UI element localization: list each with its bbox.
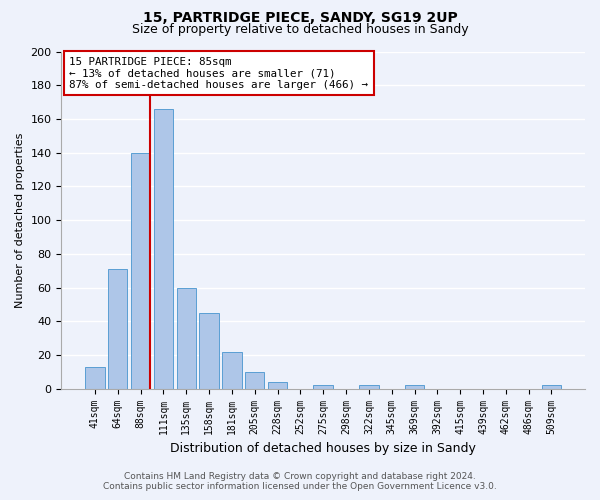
Text: 15 PARTRIDGE PIECE: 85sqm
← 13% of detached houses are smaller (71)
87% of semi-: 15 PARTRIDGE PIECE: 85sqm ← 13% of detac… xyxy=(69,56,368,90)
Bar xyxy=(199,313,219,388)
Bar xyxy=(154,109,173,388)
Text: Contains HM Land Registry data © Crown copyright and database right 2024.
Contai: Contains HM Land Registry data © Crown c… xyxy=(103,472,497,491)
Text: Size of property relative to detached houses in Sandy: Size of property relative to detached ho… xyxy=(131,22,469,36)
Bar xyxy=(313,386,333,388)
Bar xyxy=(108,269,127,388)
Bar xyxy=(222,352,242,389)
Bar xyxy=(405,386,424,388)
Bar xyxy=(268,382,287,388)
Text: 15, PARTRIDGE PIECE, SANDY, SG19 2UP: 15, PARTRIDGE PIECE, SANDY, SG19 2UP xyxy=(143,11,457,25)
Y-axis label: Number of detached properties: Number of detached properties xyxy=(15,132,25,308)
Bar xyxy=(85,367,104,388)
X-axis label: Distribution of detached houses by size in Sandy: Distribution of detached houses by size … xyxy=(170,442,476,455)
Bar xyxy=(542,386,561,388)
Bar xyxy=(131,152,150,388)
Bar xyxy=(245,372,265,388)
Bar xyxy=(176,288,196,388)
Bar xyxy=(359,386,379,388)
